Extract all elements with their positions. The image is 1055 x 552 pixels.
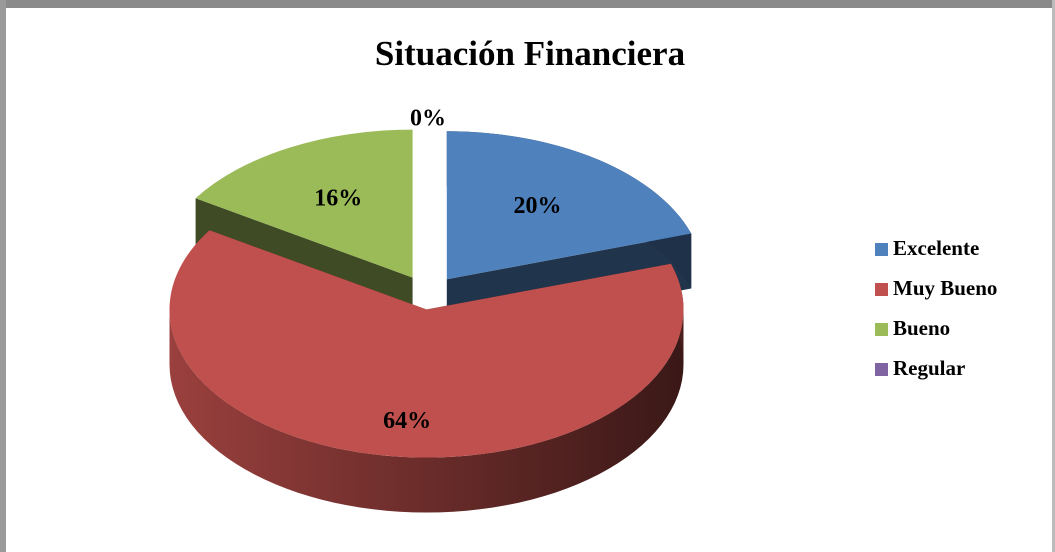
chart-title: Situación Financiera — [375, 34, 685, 73]
legend-label: Bueno — [893, 316, 950, 340]
legend-label: Muy Bueno — [893, 276, 997, 300]
data-label: 16% — [314, 185, 362, 211]
pie-slice — [446, 131, 692, 280]
pie-slice — [195, 129, 413, 278]
data-label: 20% — [513, 193, 561, 219]
frame-left — [0, 0, 6, 552]
legend-label: Excelente — [893, 236, 979, 260]
legend-swatch — [875, 363, 888, 376]
legend-label: Regular — [893, 356, 965, 380]
pie-slice-group — [169, 230, 684, 513]
frame-top — [0, 0, 1055, 8]
frame-right — [1052, 0, 1055, 552]
legend-swatch — [875, 283, 888, 296]
data-label: 0% — [410, 106, 446, 132]
pie-slice-side — [169, 309, 684, 513]
legend-swatch — [875, 323, 888, 336]
pie-slice — [169, 230, 684, 458]
legend-swatch — [875, 243, 888, 256]
data-label: 64% — [383, 408, 431, 434]
